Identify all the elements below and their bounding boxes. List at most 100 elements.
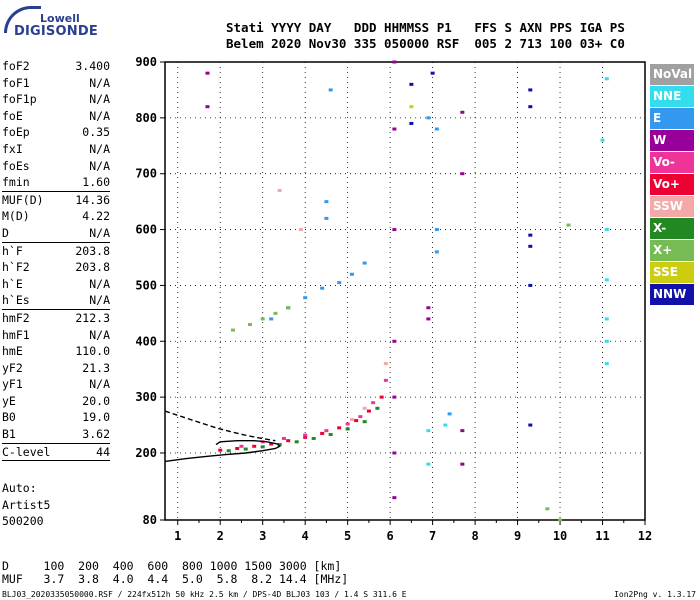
echo-point (392, 451, 397, 455)
echo-point (604, 228, 609, 232)
param-name: B1 (2, 427, 16, 442)
echo-point (328, 88, 333, 92)
y-tick-label: 300 (135, 390, 157, 404)
param-row-fmin: fmin 1.60 (2, 174, 110, 192)
echo-point (545, 507, 550, 511)
param-row-clevel: C-level 44 (2, 444, 110, 462)
param-value: 203.8 (75, 260, 110, 275)
param-name: h`F (2, 243, 23, 258)
param-name: D (2, 225, 9, 240)
echo-point (298, 228, 303, 232)
param-row-he: h`E N/A (2, 276, 110, 293)
echo-point (604, 339, 609, 343)
echo-point (243, 447, 248, 451)
param-row-foes: foEs N/A (2, 158, 110, 175)
echo-point (392, 127, 397, 131)
y-tick-label: 700 (135, 167, 157, 181)
echo-point (604, 278, 609, 282)
echo-point (383, 362, 388, 366)
echo-point (379, 395, 384, 399)
param-name: hmF1 (2, 327, 30, 342)
echo-point (260, 445, 265, 449)
param-value: 4.22 (82, 209, 110, 224)
echo-point (528, 105, 533, 109)
y-tick-label: 500 (135, 278, 157, 292)
param-name: C-level (2, 444, 51, 459)
echo-point (383, 378, 388, 382)
echo-point (277, 188, 282, 192)
digisonde-logo: Lowell DIGISONDE (2, 4, 98, 39)
echo-point (460, 462, 465, 466)
echo-point (392, 496, 397, 500)
echo-point (460, 172, 465, 176)
param-value: N/A (89, 276, 110, 291)
param-row-yf1: yF1 N/A (2, 376, 110, 393)
legend-item-w: W (650, 130, 694, 151)
y-tick-label: 900 (135, 55, 157, 69)
echo-point (430, 71, 435, 75)
param-name: foF2 (2, 59, 30, 73)
echo-point (349, 272, 354, 276)
echo-point (303, 435, 308, 439)
legend-item-e: E (650, 108, 694, 129)
param-row-foep: foEp 0.35 (2, 124, 110, 141)
echo-point (426, 429, 431, 433)
file-footer: BLJ03_2020335050000.RSF / 224fx512h 50 k… (2, 590, 407, 599)
param-name: foEs (2, 158, 30, 173)
echo-point (604, 362, 609, 366)
echo-point (345, 422, 350, 426)
param-value: 3.62 (82, 427, 110, 442)
param-value: 0.35 (82, 125, 110, 140)
param-name: B0 (2, 410, 16, 425)
param-name: h`F2 (2, 260, 30, 275)
echo-point (528, 423, 533, 427)
param-value: N/A (89, 225, 110, 240)
echo-point (230, 328, 235, 332)
param-row-hes: h`Es N/A (2, 292, 110, 310)
auto-label: Auto: (2, 481, 37, 495)
param-value: N/A (89, 377, 110, 392)
echo-point (392, 228, 397, 232)
echo-point (426, 116, 431, 120)
header-labels: Stati YYYY DAY DDD HHMMSS P1 FFS S AXN P… (226, 20, 625, 35)
legend-item-sse: SSE (650, 262, 694, 283)
muf-row: MUF 3.7 3.8 4.0 4.4 5.0 5.8 8.2 14.4 [MH… (2, 572, 349, 586)
param-value: N/A (89, 108, 110, 123)
echo-point (269, 317, 274, 321)
param-name: h`E (2, 276, 23, 291)
param-value: N/A (89, 141, 110, 156)
y-tick-label: 200 (135, 446, 157, 460)
logo-line2: DIGISONDE (14, 24, 98, 39)
echo-point (362, 420, 367, 424)
param-name: yF2 (2, 360, 23, 375)
legend-item-ssw: SSW (650, 196, 694, 217)
legend-item-x: X+ (650, 240, 694, 261)
echo-point (375, 406, 380, 410)
param-name: M(D) (2, 209, 30, 224)
echo-point (324, 200, 329, 204)
param-row-fxi: fxI N/A (2, 141, 110, 158)
echo-point (320, 286, 325, 290)
echo-point (426, 462, 431, 466)
echo-point (281, 436, 286, 440)
legend-item-vo: Vo- (650, 152, 694, 173)
echo-point (345, 427, 350, 431)
param-name: foF1 (2, 75, 30, 90)
param-value: N/A (89, 158, 110, 173)
param-name: fmin (2, 175, 30, 190)
version-label: Ion2Png v. 1.3.17 (614, 590, 696, 599)
echo-point (328, 433, 333, 437)
echo-point (434, 250, 439, 254)
param-value: 212.3 (75, 310, 110, 325)
echo-point (303, 433, 308, 437)
echo-point (286, 306, 291, 310)
echo-point (409, 121, 414, 125)
x-tick-label: 4 (302, 529, 309, 543)
param-row-b0: B0 19.0 (2, 409, 110, 426)
echo-point (409, 105, 414, 109)
param-row-d: D N/A (2, 225, 110, 243)
param-row-hf2: h`F2 203.8 (2, 259, 110, 276)
x-tick-label: 8 (471, 529, 478, 543)
echo-point (528, 244, 533, 248)
